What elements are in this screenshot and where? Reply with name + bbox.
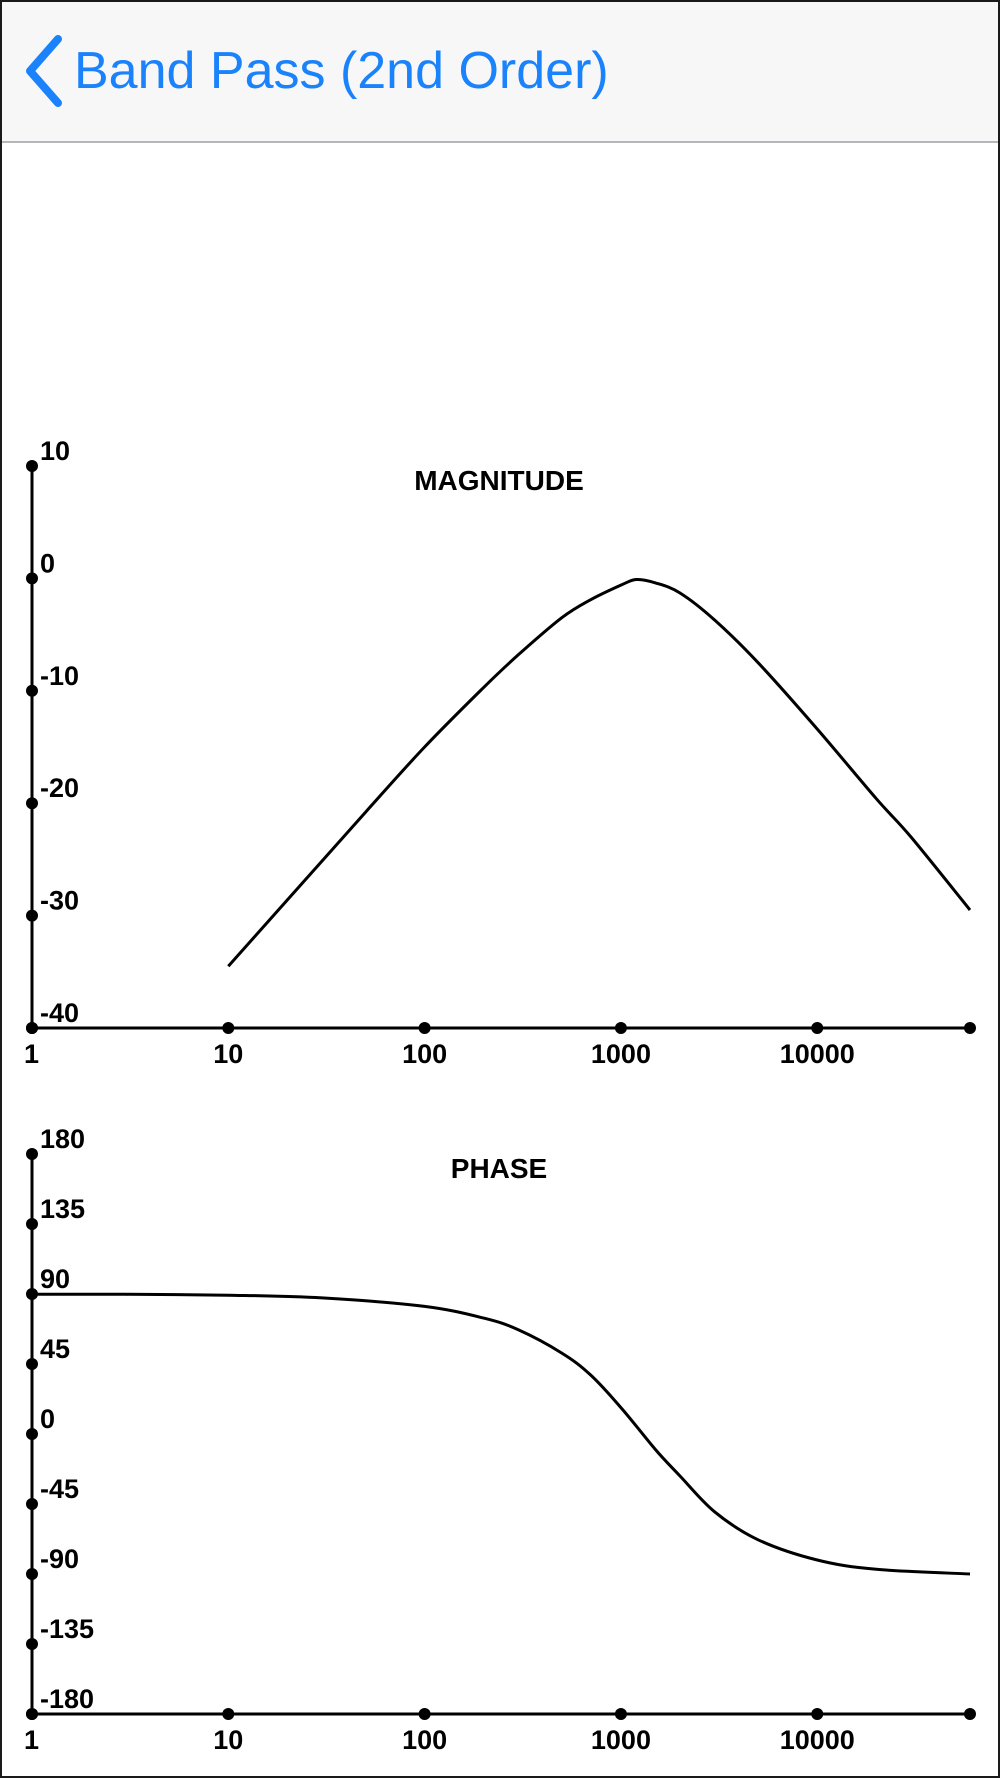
magnitude-x-tick: [26, 1022, 38, 1034]
phase-x-tick-label: 100: [402, 1725, 447, 1755]
magnitude-y-tick-label: -30: [40, 886, 79, 916]
phase-y-tick-label: 180: [40, 1124, 85, 1154]
phase-y-tick-label: -90: [40, 1544, 79, 1574]
chevron-left-icon: [26, 35, 62, 107]
phase-y-tick: [26, 1568, 38, 1580]
phase-x-tick-label: 10: [213, 1725, 243, 1755]
magnitude-y-tick: [26, 684, 38, 697]
magnitude-y-tick: [26, 909, 38, 922]
phase-series-line-0: [31, 1292, 971, 1576]
phase-y-tick: [26, 1428, 38, 1440]
phase-x-tick: [964, 1708, 976, 1720]
magnitude-x-tick-label: 1000: [591, 1039, 651, 1069]
phase-x-tick: [418, 1708, 431, 1720]
phase-x-tick: [26, 1708, 38, 1720]
phase-y-tick: [26, 1638, 38, 1650]
phase-y-tick-label: 45: [40, 1334, 70, 1364]
phase-y-tick-label: 135: [40, 1194, 85, 1224]
navigation-bar: Band Pass (2nd Order): [2, 2, 998, 143]
magnitude-x-tick: [222, 1022, 235, 1034]
magnitude-x-tick-label: 100: [402, 1039, 447, 1069]
magnitude-x-tick-label: 10000: [780, 1039, 855, 1069]
magnitude-x-tick: [418, 1022, 431, 1034]
magnitude-x-tick-label: 1: [24, 1039, 39, 1069]
phase-y-tick: [26, 1358, 38, 1370]
magnitude-chart-title: MAGNITUDE: [414, 465, 584, 496]
phase-y-tick-label: 90: [40, 1264, 70, 1294]
phase-x-tick-label: 10000: [780, 1725, 855, 1755]
phase-y-tick: [26, 1148, 38, 1160]
magnitude-y-tick-label: 0: [40, 548, 55, 578]
magnitude-y-tick: [26, 460, 38, 472]
phase-y-tick: [26, 1498, 38, 1510]
phase-y-tick-label: -45: [40, 1474, 79, 1504]
phase-x-tick-label: 1: [24, 1725, 39, 1755]
page-title: Band Pass (2nd Order): [74, 42, 609, 100]
phase-y-tick-label: -180: [40, 1684, 94, 1714]
phase-x-tick: [811, 1708, 824, 1720]
phase-chart-title: PHASE: [451, 1153, 547, 1184]
magnitude-y-tick: [26, 572, 38, 585]
phase-x-tick: [614, 1708, 627, 1720]
phase-y-tick: [26, 1218, 38, 1230]
back-button[interactable]: Band Pass (2nd Order): [24, 26, 609, 116]
magnitude-x-tick: [811, 1022, 824, 1034]
phase-x-tick: [222, 1708, 235, 1720]
magnitude-x-tick: [964, 1022, 976, 1034]
magnitude-x-tick: [614, 1022, 627, 1034]
magnitude-y-tick-label: -10: [40, 661, 79, 691]
phase-x-tick-label: 1000: [591, 1725, 651, 1755]
phase-y-tick-label: 0: [40, 1404, 55, 1434]
magnitude-y-tick-label: -40: [40, 998, 79, 1028]
phase-y-tick-label: -135: [40, 1614, 94, 1644]
magnitude-series-line-0: [227, 577, 972, 968]
magnitude-y-tick: [26, 797, 38, 810]
magnitude-x-tick-label: 10: [213, 1039, 243, 1069]
magnitude-y-tick-label: 10: [40, 436, 70, 466]
magnitude-y-tick-label: -20: [40, 773, 79, 803]
